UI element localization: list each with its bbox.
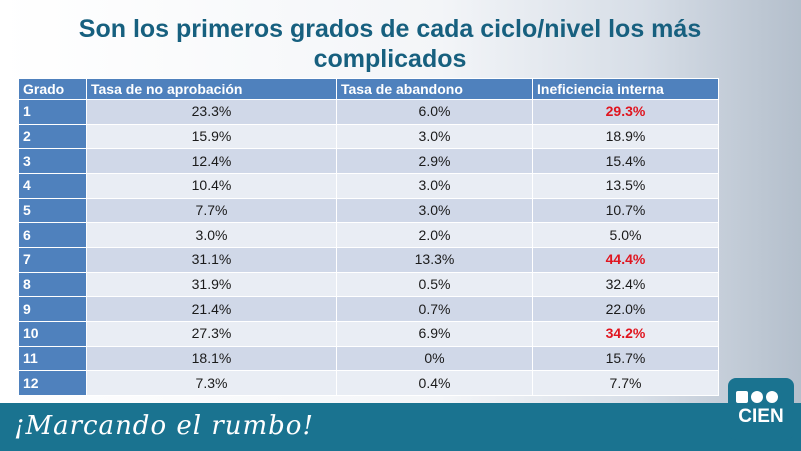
ineficiencia-cell: 10.7% — [532, 197, 719, 224]
table-row: 3 12.4% 2.9% 15.4% — [18, 148, 719, 174]
table-row: 2 15.9% 3.0% 18.9% — [18, 123, 719, 150]
no-aprobacion-cell: 23.3% — [86, 99, 337, 125]
abandono-cell: 13.3% — [336, 246, 533, 273]
grade-cell: 5 — [18, 197, 87, 224]
no-aprobacion-cell: 15.9% — [86, 123, 337, 150]
ineficiencia-cell: 22.0% — [532, 296, 719, 322]
abandono-cell: 0% — [336, 345, 533, 372]
no-aprobacion-cell: 18.1% — [86, 345, 337, 372]
no-aprobacion-cell: 3.0% — [86, 222, 337, 248]
no-aprobacion-cell: 10.4% — [86, 172, 337, 199]
grade-cell: 1 — [18, 99, 87, 125]
ineficiencia-cell: 29.3% — [532, 99, 719, 125]
logo-text: CIEN — [738, 406, 784, 427]
logo-mark — [736, 390, 786, 404]
no-aprobacion-cell: 21.4% — [86, 296, 337, 322]
ineficiencia-cell: 15.7% — [532, 345, 719, 372]
abandono-cell: 6.9% — [336, 320, 533, 347]
no-aprobacion-cell: 31.9% — [86, 271, 337, 298]
table-row: 9 21.4% 0.7% 22.0% — [18, 296, 719, 322]
no-aprobacion-cell: 7.7% — [86, 197, 337, 224]
ineficiencia-cell: 44.4% — [532, 246, 719, 273]
table-row: 8 31.9% 0.5% 32.4% — [18, 271, 719, 298]
ineficiencia-cell: 32.4% — [532, 271, 719, 298]
data-table: Grado Tasa de no aprobación Tasa de aban… — [18, 78, 719, 396]
grade-cell: 6 — [18, 222, 87, 248]
table-header-row: Grado Tasa de no aprobación Tasa de aban… — [18, 78, 719, 100]
table-row: 5 7.7% 3.0% 10.7% — [18, 197, 719, 224]
table-row: 7 31.1% 13.3% 44.4% — [18, 246, 719, 273]
table-row: 4 10.4% 3.0% 13.5% — [18, 172, 719, 199]
abandono-cell: 6.0% — [336, 99, 533, 125]
table-row: 1 23.3% 6.0% 29.3% — [18, 99, 719, 125]
table-row: 11 18.1% 0% 15.7% — [18, 345, 719, 372]
no-aprobacion-cell: 7.3% — [86, 370, 337, 396]
table-row: 10 27.3% 6.9% 34.2% — [18, 320, 719, 347]
grade-cell: 7 — [18, 246, 87, 273]
abandono-cell: 0.5% — [336, 271, 533, 298]
table-body: 1 23.3% 6.0% 29.3% 2 15.9% 3.0% 18.9% 3 12.4% 2.9%… — [18, 99, 719, 396]
abandono-cell: 2.0% — [336, 222, 533, 248]
grade-cell: 8 — [18, 271, 87, 298]
header-grado: Grado — [18, 78, 87, 100]
header-no-aprobacion: Tasa de no aprobación — [86, 78, 337, 100]
header-ineficiencia: Ineficiencia interna — [532, 78, 719, 100]
grade-cell: 4 — [18, 172, 87, 199]
abandono-cell: 3.0% — [336, 123, 533, 150]
abandono-cell: 0.7% — [336, 296, 533, 322]
no-aprobacion-cell: 12.4% — [86, 148, 337, 174]
ineficiencia-cell: 13.5% — [532, 172, 719, 199]
no-aprobacion-cell: 31.1% — [86, 246, 337, 273]
ineficiencia-cell: 34.2% — [532, 320, 719, 347]
header-abandono: Tasa de abandono — [336, 78, 533, 100]
grade-cell: 2 — [18, 123, 87, 150]
no-aprobacion-cell: 27.3% — [86, 320, 337, 347]
abandono-cell: 2.9% — [336, 148, 533, 174]
cien-logo-icon: CIEN — [728, 378, 794, 440]
abandono-cell: 3.0% — [336, 172, 533, 199]
abandono-cell: 0.4% — [336, 370, 533, 396]
ineficiencia-cell: 15.4% — [532, 148, 719, 174]
ineficiencia-cell: 5.0% — [532, 222, 719, 248]
grade-cell: 10 — [18, 320, 87, 347]
table-row: 6 3.0% 2.0% 5.0% — [18, 222, 719, 248]
grade-cell: 3 — [18, 148, 87, 174]
slide-title: Son los primeros grados de cada ciclo/ni… — [78, 15, 702, 73]
abandono-cell: 3.0% — [336, 197, 533, 224]
grade-cell: 11 — [18, 345, 87, 372]
ineficiencia-cell: 7.7% — [532, 370, 719, 396]
ineficiencia-cell: 18.9% — [532, 123, 719, 150]
grade-cell: 12 — [18, 370, 87, 396]
grade-cell: 9 — [18, 296, 87, 322]
table-row: 12 7.3% 0.4% 7.7% — [18, 370, 719, 396]
footer-bar: ¡Marcando el rumbo! — [0, 403, 801, 451]
slogan: ¡Marcando el rumbo! — [14, 411, 314, 441]
